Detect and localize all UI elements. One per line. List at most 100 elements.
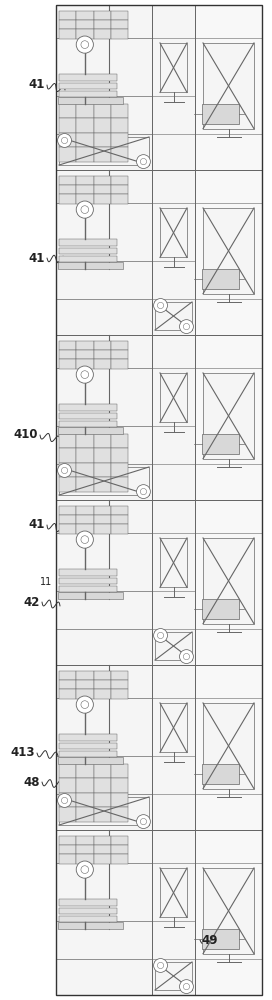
Bar <box>59 477 76 492</box>
Bar <box>59 506 76 515</box>
Bar <box>94 680 111 689</box>
Circle shape <box>61 137 68 144</box>
Bar <box>76 778 94 793</box>
Bar <box>59 133 76 147</box>
Bar <box>152 665 195 830</box>
Bar <box>111 689 128 699</box>
Bar <box>111 463 128 477</box>
Bar <box>76 671 94 680</box>
Bar <box>195 335 262 500</box>
Bar <box>202 764 239 784</box>
Bar <box>59 515 76 524</box>
Bar <box>160 208 187 257</box>
Bar <box>59 463 76 477</box>
Bar <box>94 477 111 492</box>
Bar <box>59 467 149 495</box>
Bar <box>111 845 128 854</box>
Bar <box>59 807 76 822</box>
Bar <box>59 734 117 741</box>
Circle shape <box>58 794 72 807</box>
Text: 41: 41 <box>29 251 45 264</box>
Bar <box>59 74 117 81</box>
Bar <box>59 743 117 749</box>
Text: 41: 41 <box>29 518 45 532</box>
Circle shape <box>180 980 193 994</box>
Bar <box>152 830 195 995</box>
Circle shape <box>154 629 168 642</box>
Circle shape <box>58 134 72 147</box>
Bar <box>160 538 187 587</box>
Circle shape <box>76 366 93 383</box>
Bar <box>56 830 152 995</box>
Bar <box>94 359 111 369</box>
Bar <box>202 929 239 949</box>
Bar <box>59 176 76 185</box>
Circle shape <box>61 797 68 804</box>
Bar <box>111 506 128 515</box>
Bar <box>111 680 128 689</box>
Circle shape <box>154 299 168 312</box>
Bar <box>111 118 128 133</box>
Bar <box>59 524 76 534</box>
Bar <box>59 916 117 922</box>
Bar <box>160 703 187 752</box>
Bar <box>152 170 195 335</box>
Circle shape <box>140 488 147 495</box>
Circle shape <box>183 983 190 990</box>
Bar <box>59 147 76 162</box>
Bar <box>59 29 76 39</box>
Bar <box>76 845 94 854</box>
Bar <box>76 448 94 463</box>
Bar <box>76 350 94 359</box>
Bar <box>76 836 94 845</box>
Bar <box>203 373 254 459</box>
Circle shape <box>81 536 89 543</box>
Circle shape <box>157 632 164 639</box>
Bar <box>59 341 76 350</box>
Bar <box>59 404 117 411</box>
Bar <box>59 194 76 204</box>
Bar <box>76 689 94 699</box>
Bar <box>76 359 94 369</box>
Bar <box>76 524 94 534</box>
Bar <box>111 359 128 369</box>
Text: 49: 49 <box>202 934 218 946</box>
Bar <box>111 764 128 778</box>
Circle shape <box>76 36 93 53</box>
Bar <box>94 793 111 807</box>
Bar <box>58 922 123 929</box>
Bar <box>111 147 128 162</box>
Bar <box>59 569 117 576</box>
Text: 410: 410 <box>14 428 38 442</box>
Bar <box>76 477 94 492</box>
Bar <box>94 764 111 778</box>
Bar <box>76 133 94 147</box>
Circle shape <box>76 696 93 713</box>
Bar <box>59 671 76 680</box>
Bar <box>111 836 128 845</box>
Bar <box>94 104 111 118</box>
Circle shape <box>76 531 93 548</box>
Bar <box>58 427 123 434</box>
Bar <box>76 506 94 515</box>
Bar <box>152 335 195 500</box>
Bar <box>111 854 128 864</box>
Bar <box>58 262 123 269</box>
Bar <box>111 807 128 822</box>
Bar <box>59 586 117 592</box>
Bar <box>111 20 128 29</box>
Circle shape <box>76 861 93 878</box>
Bar <box>59 578 117 584</box>
Bar <box>58 592 123 599</box>
Bar <box>59 239 117 246</box>
Bar <box>111 448 128 463</box>
Bar <box>94 133 111 147</box>
Circle shape <box>58 464 72 477</box>
Bar <box>94 524 111 534</box>
Bar <box>76 147 94 162</box>
Bar <box>111 11 128 20</box>
Bar <box>59 793 76 807</box>
Bar <box>56 5 152 170</box>
Bar <box>202 434 239 454</box>
Circle shape <box>140 818 147 825</box>
